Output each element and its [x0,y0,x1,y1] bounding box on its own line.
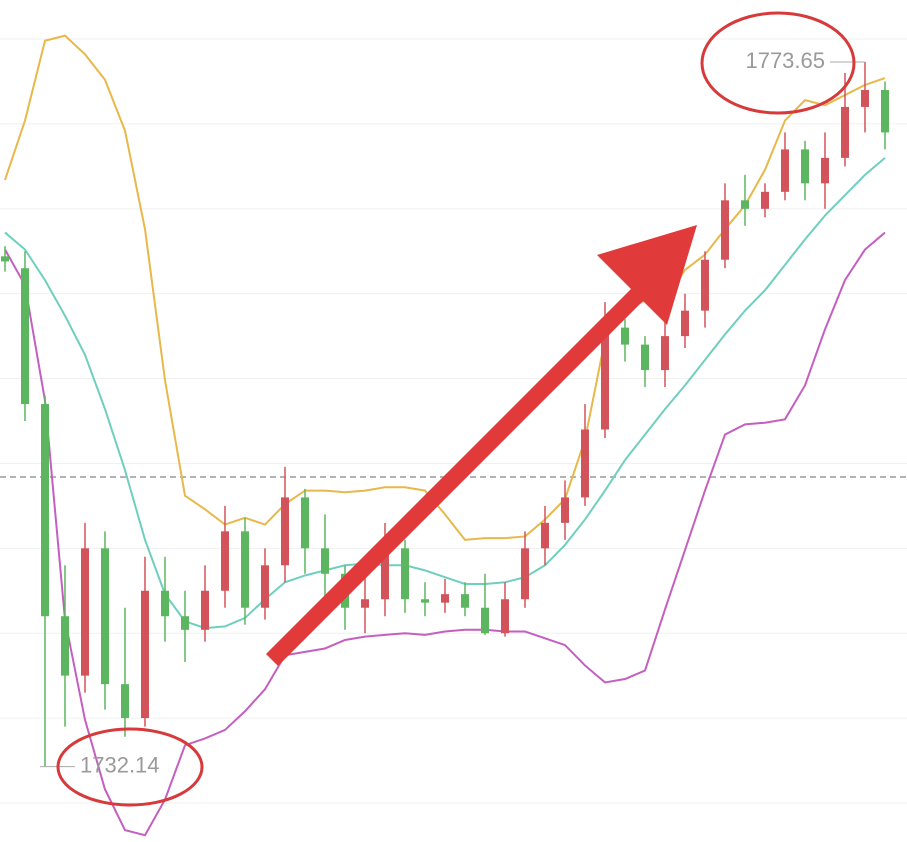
candle-body [601,327,609,430]
low-label: 1732.14 [80,752,160,777]
candles [1,61,889,767]
candle-body [201,590,209,630]
candle-body [521,548,529,600]
candle-body [761,191,769,209]
candle-body [61,616,69,676]
candle-body [281,497,289,566]
candle-body [621,327,629,345]
candle-body [841,106,849,158]
highlight-circle [700,11,856,115]
candle-body [1,256,9,262]
candle-body [161,590,169,617]
candle-body [141,590,149,719]
candle-body [241,531,249,608]
candle-body [81,548,89,676]
candle-body [321,548,329,574]
candle-body [261,565,269,608]
arrow-shaft [265,285,647,667]
candle-body [461,594,469,608]
candle-body [441,594,449,603]
candle-body [401,548,409,600]
candle-body [21,268,29,405]
candle-body [661,336,669,371]
candle-body [541,522,549,549]
candle-body [721,200,729,260]
candle-body [581,429,589,498]
band-line [4,34,886,541]
candle-body [781,149,789,192]
candle-body [801,149,809,184]
candle-body [481,607,489,634]
candle-body [881,89,889,133]
candle-body [301,497,309,549]
candle-body [561,497,569,523]
band-line [4,157,886,630]
candle-body [361,599,369,608]
candle-body [181,616,189,630]
bands [4,34,886,837]
candle-body [641,344,649,371]
candle-body [501,599,509,634]
candle-body [41,404,49,617]
highlight-circle [56,727,204,807]
candle-body [741,200,749,209]
candle-body [221,531,229,591]
trend-arrow [265,225,697,667]
candle-body [681,310,689,337]
band-line [4,231,886,837]
candle-body [861,89,869,107]
high-label: 1773.65 [745,48,825,73]
candle-body [101,548,109,685]
annotations: 1773.65 1732.14 [40,48,865,777]
candle-body [121,684,129,719]
grid [0,38,907,804]
candle-body [381,548,389,600]
candle-body [821,157,829,184]
candle-body [421,599,429,603]
arrow-head [597,225,697,325]
candle-body [701,259,709,311]
